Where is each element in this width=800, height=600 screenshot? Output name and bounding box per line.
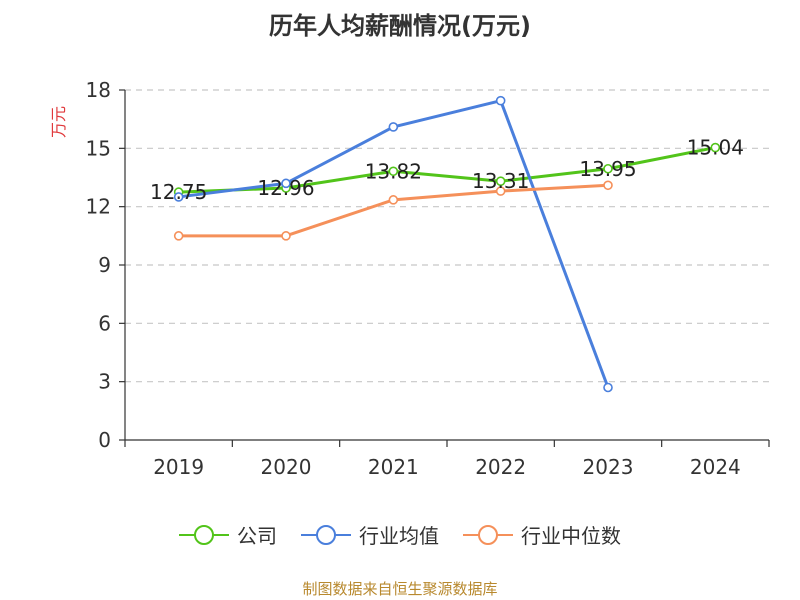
data-label: 12.96 [257, 176, 314, 200]
y-tick-label: 18 [86, 78, 111, 102]
data-label: 13.95 [579, 157, 636, 181]
series-lines [173, 95, 721, 393]
data-label: 15.04 [687, 136, 744, 160]
x-tick-label: 2022 [475, 455, 526, 479]
legend-label: 行业均值 [359, 524, 439, 548]
data-point[interactable] [495, 95, 506, 106]
legend-label: 行业中位数 [521, 524, 621, 548]
y-tick-label: 9 [98, 253, 111, 277]
y-axis-label: 万元 [49, 106, 68, 138]
data-point[interactable] [173, 192, 184, 202]
data-point[interactable] [603, 382, 613, 393]
legend-marker-icon [179, 524, 229, 545]
data-point[interactable] [281, 231, 291, 241]
data-label: 12.75 [150, 180, 207, 204]
data-point[interactable] [603, 180, 613, 191]
x-tick-label: 2023 [583, 455, 634, 479]
data-point[interactable] [603, 163, 613, 174]
series-line-1 [178, 99, 610, 389]
data-point[interactable] [495, 186, 506, 196]
data-point[interactable] [281, 178, 291, 189]
data-point[interactable] [388, 195, 399, 205]
legend-marker-icon [301, 524, 351, 545]
y-tick-label: 12 [86, 195, 111, 219]
legend-item[interactable]: 行业均值 [301, 520, 439, 549]
y-tick-label: 3 [98, 370, 111, 394]
legend: 公司 行业均值 行业中位数 [0, 520, 800, 549]
data-point[interactable] [173, 231, 184, 241]
series-line-2 [178, 183, 609, 238]
data-point[interactable] [388, 166, 399, 177]
legend-item[interactable]: 行业中位数 [463, 520, 621, 549]
axes: 0 3 6 9 12 15 18 2019 2020 2021 2022 2023 2024 [86, 78, 770, 479]
x-tick-label: 2021 [368, 455, 419, 479]
data-label: 13.31 [472, 169, 529, 193]
series-line-0 [178, 146, 716, 194]
grid-lines [125, 89, 769, 383]
data-point[interactable] [710, 142, 721, 153]
y-tick-label: 0 [98, 428, 111, 452]
chart-title: 历年人均薪酬情况(万元) [269, 12, 531, 40]
data-point[interactable] [495, 176, 506, 186]
y-tick-label: 6 [98, 311, 111, 335]
legend-marker-icon [463, 524, 513, 545]
data-labels: 12.75 12.96 13.82 13.31 13.95 15.04 [150, 136, 744, 205]
data-label: 13.82 [365, 159, 422, 183]
y-tick-label: 15 [86, 136, 111, 160]
x-tick-label: 2024 [690, 455, 741, 479]
legend-label: 公司 [237, 524, 277, 548]
source-footer: 制图数据来自恒生聚源数据库 [302, 580, 498, 598]
legend-item[interactable]: 公司 [179, 520, 277, 549]
x-tick-label: 2019 [153, 455, 204, 479]
x-tick-label: 2020 [261, 455, 312, 479]
data-point[interactable] [388, 122, 399, 132]
